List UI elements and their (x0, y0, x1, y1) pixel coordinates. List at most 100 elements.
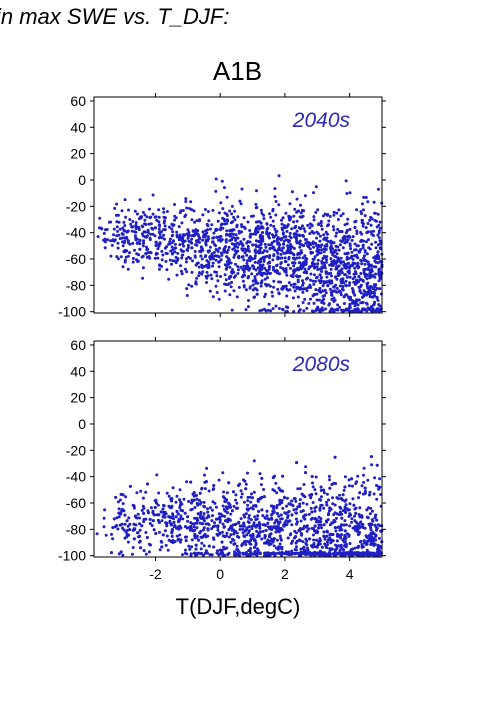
data-point (118, 498, 122, 502)
data-point (231, 528, 235, 532)
data-point (267, 271, 271, 275)
data-point (314, 185, 318, 189)
data-point (357, 513, 361, 516)
data-point (232, 236, 236, 240)
data-point (334, 529, 338, 533)
data-point (190, 499, 194, 503)
data-point (225, 229, 229, 233)
data-point (367, 292, 371, 296)
data-point (234, 262, 237, 266)
data-point (190, 234, 194, 238)
data-point (318, 234, 322, 238)
data-point (232, 255, 236, 259)
data-point (177, 225, 181, 229)
data-point (139, 216, 143, 220)
data-point (332, 213, 336, 217)
data-point (348, 524, 352, 528)
data-point (210, 277, 214, 281)
data-point (184, 539, 188, 543)
data-point (164, 259, 168, 263)
data-point (327, 512, 331, 515)
data-point (252, 232, 256, 236)
data-point (340, 533, 343, 536)
data-point (178, 488, 182, 492)
data-point (369, 215, 373, 219)
data-point (337, 264, 341, 268)
data-point (309, 278, 312, 282)
data-point (340, 553, 344, 557)
data-point (342, 281, 346, 285)
data-point (206, 224, 210, 228)
data-point (339, 543, 343, 547)
data-point (248, 542, 252, 545)
data-point (148, 522, 152, 525)
data-point (217, 211, 221, 215)
data-point (204, 241, 208, 245)
data-point (124, 229, 127, 233)
data-point (297, 286, 301, 290)
data-point (335, 252, 339, 256)
data-point (190, 284, 194, 288)
data-point (195, 501, 199, 505)
data-point (239, 265, 243, 269)
data-point (340, 516, 344, 520)
data-point (298, 245, 302, 249)
data-point (288, 218, 292, 222)
data-point (362, 553, 365, 557)
data-point (322, 233, 326, 237)
data-point (269, 243, 273, 247)
data-point (297, 241, 301, 245)
data-point (184, 257, 188, 261)
data-point (111, 526, 115, 529)
data-point (328, 506, 332, 510)
data-point (148, 256, 152, 260)
data-point (199, 245, 203, 249)
data-point (322, 488, 326, 492)
data-point (171, 259, 175, 263)
data-point (305, 502, 309, 506)
data-point (372, 234, 375, 237)
data-point (328, 287, 332, 291)
data-point (207, 237, 210, 241)
data-point (182, 244, 186, 248)
data-point (98, 216, 102, 220)
data-point (335, 286, 339, 290)
data-point (221, 504, 225, 508)
data-point (299, 203, 302, 207)
data-point (292, 310, 296, 313)
data-point (175, 509, 179, 513)
data-point (298, 487, 302, 491)
data-point (301, 501, 305, 505)
data-point (320, 270, 324, 273)
data-point (242, 478, 245, 482)
data-point (376, 212, 380, 216)
data-point (292, 282, 296, 286)
y-tick-label: -40 (66, 469, 86, 485)
data-point (280, 489, 284, 493)
y-tick-label: -40 (66, 225, 86, 241)
data-point (257, 259, 261, 263)
data-point (292, 264, 296, 268)
data-point (234, 236, 238, 240)
data-point (376, 550, 380, 554)
data-point (309, 297, 312, 301)
data-point (186, 519, 190, 523)
data-point (142, 511, 146, 515)
data-point (275, 229, 279, 233)
data-point (225, 511, 229, 515)
data-point (372, 538, 376, 542)
data-point (139, 489, 143, 493)
data-point (186, 236, 190, 240)
data-point (350, 250, 354, 254)
data-point (304, 257, 308, 260)
data-point (285, 551, 289, 555)
data-point (197, 274, 201, 278)
data-point (185, 232, 189, 236)
data-point (374, 513, 378, 517)
data-point (207, 260, 211, 264)
data-point (336, 290, 339, 294)
data-point (290, 190, 294, 194)
data-point (349, 247, 353, 251)
data-point (362, 480, 366, 484)
data-point (144, 531, 148, 534)
